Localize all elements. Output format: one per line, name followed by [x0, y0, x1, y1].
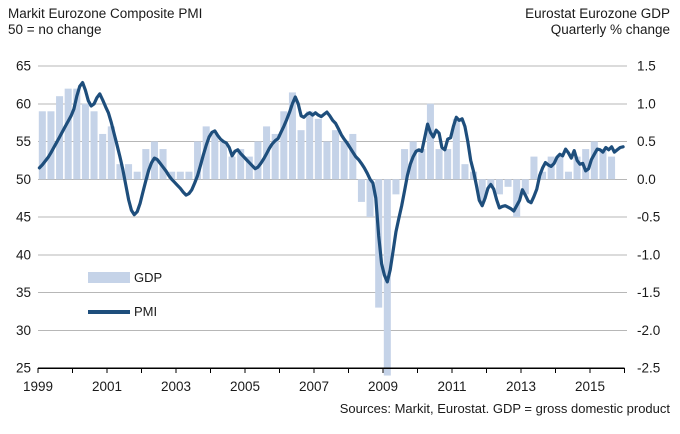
right-axis-title-line2: Quarterly % change [550, 22, 670, 37]
gdp-bar [314, 118, 322, 180]
gdp-bar [530, 156, 538, 180]
gdp-bar [366, 179, 374, 217]
gdp-bar [564, 171, 572, 180]
gdp-bar [323, 141, 331, 180]
gdp-bar [125, 164, 133, 180]
y-axis-label-right: -2.0 [637, 323, 660, 338]
gdp-bar [194, 141, 202, 180]
y-axis-label-left: 25 [16, 361, 31, 376]
gdp-bar [142, 149, 150, 180]
gdp-bar [107, 126, 115, 180]
gdp-bar [513, 179, 521, 217]
gdp-bar [168, 171, 176, 180]
y-axis-label-left: 30 [16, 323, 31, 338]
y-axis-label-right: -0.5 [637, 210, 660, 225]
x-axis-label: 2007 [299, 379, 329, 394]
gdp-bar [495, 179, 503, 195]
gdp-bar [228, 156, 236, 180]
gdp-bar [73, 88, 81, 180]
gdp-bar [159, 149, 167, 180]
gdp-bar [176, 171, 184, 180]
y-axis-label-right: 0.5 [637, 134, 656, 149]
x-axis-label: 2005 [230, 379, 260, 394]
gdp-bar [539, 171, 547, 180]
x-axis-label: 2009 [368, 379, 398, 394]
gdp-bar [401, 149, 409, 180]
y-axis-label-left: 60 [16, 96, 31, 111]
gdp-bar [435, 149, 443, 180]
x-axis-label: 2011 [437, 379, 466, 394]
gdp-bar [556, 156, 564, 180]
gdp-bar [504, 179, 512, 187]
gdp-bar [599, 149, 607, 180]
x-axis-label: 2001 [92, 379, 122, 394]
gdp-bar [288, 92, 296, 180]
y-axis-label-left: 35 [16, 285, 31, 300]
left-axis-title-line1: Markit Eurozone Composite PMI [8, 6, 203, 21]
gdp-bar [306, 111, 314, 180]
right-axis-title-line1: Eurostat Eurozone GDP [525, 6, 670, 21]
gdp-bar [237, 149, 245, 180]
y-axis-label-left: 40 [16, 247, 31, 262]
gdp-bar [332, 130, 340, 180]
gdp-bar [254, 141, 262, 180]
gdp-bar [211, 133, 219, 180]
gdp-bar [357, 179, 365, 202]
y-axis-label-right: 0.0 [637, 172, 656, 187]
gdp-bar [582, 149, 590, 180]
gdp-bar [521, 179, 529, 195]
x-axis-label: 2013 [506, 379, 536, 394]
gdp-bar [349, 133, 357, 180]
sources-note: Sources: Markit, Eurostat. GDP = gross d… [339, 401, 670, 416]
x-axis-label: 1999 [23, 379, 53, 394]
y-axis-label-right: 1.0 [637, 96, 656, 111]
y-axis-label-right: -2.5 [637, 361, 660, 376]
x-axis-label: 2015 [575, 379, 605, 394]
x-axis-label: 2003 [161, 379, 191, 394]
gdp-bar [185, 171, 193, 180]
gdp-bar [245, 156, 253, 180]
y-axis-label-left: 45 [16, 210, 31, 225]
y-axis-label-left: 65 [16, 59, 31, 74]
y-axis-label-right: 1.5 [637, 59, 656, 74]
gdp-bar [280, 111, 288, 180]
gdp-bar [99, 133, 107, 180]
gdp-bar [38, 111, 46, 180]
gdp-bar [64, 88, 72, 180]
gdp-bar [590, 141, 598, 180]
gdp-bar [426, 103, 434, 180]
gdp-bar [47, 111, 55, 180]
gdp-bar [444, 149, 452, 180]
y-axis-label-right: -1.0 [637, 247, 660, 262]
gdp-bar [392, 179, 400, 195]
gdp-bar [219, 141, 227, 180]
gdp-bar [573, 156, 581, 180]
gdp-bar [116, 164, 124, 180]
gdp-bar [340, 141, 348, 180]
gdp-bar [297, 130, 305, 180]
gdp-bar [478, 179, 486, 202]
gdp-bar [90, 111, 98, 180]
gdp-bar [452, 118, 460, 180]
gdp-bar [271, 133, 279, 180]
gdp-bar [133, 171, 141, 180]
gdp-bar [461, 164, 469, 180]
gdp-bar [202, 126, 210, 180]
y-axis-label-left: 55 [16, 134, 31, 149]
left-axis-title: Markit Eurozone Composite PMI 50 = no ch… [8, 6, 202, 38]
left-axis-title-line2: 50 = no change [8, 22, 102, 37]
right-axis-title: Eurostat Eurozone GDP Quarterly % change [525, 6, 670, 38]
gdp-bar [608, 156, 616, 180]
y-axis-label-left: 50 [16, 172, 31, 187]
gdp-bar [418, 149, 426, 180]
pmi-line [37, 81, 625, 284]
gdp-bar [81, 103, 89, 180]
y-axis-label-right: -1.5 [637, 285, 660, 300]
